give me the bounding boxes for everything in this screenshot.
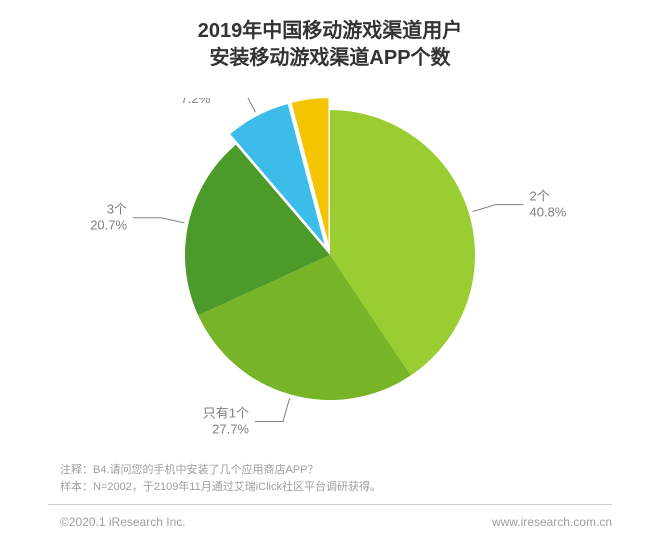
slice-label-name: 2个 (530, 189, 550, 204)
pie-chart: 2个40.8%只有1个27.7%3个20.7%5个及以上7.2%4个4.1% (0, 98, 660, 438)
leader-line (255, 398, 290, 421)
footer-url: www.iresearch.com.cn (492, 515, 612, 529)
slice-label-name: 只有1个 (203, 405, 249, 420)
note-line-1: 注释：B4.请问您的手机中安装了几个应用商店APP？ (60, 462, 381, 479)
leader-line (473, 205, 524, 212)
chart-title-line2: 安装移动游戏渠道APP个数 (209, 47, 450, 69)
chart-notes: 注释：B4.请问您的手机中安装了几个应用商店APP？ 样本：N=2002，于21… (60, 462, 381, 495)
footer-copyright: ©2020.1 iResearch Inc. (60, 515, 186, 529)
chart-page: { "chart": { "type": "pie", "title_line1… (0, 0, 660, 547)
slice-label-pct: 7.2% (181, 98, 211, 106)
note-line-2: 样本：N=2002，于2109年11月通过艾瑞iClick社区平台调研获得。 (60, 479, 381, 496)
slice-label-pct: 20.7% (90, 218, 127, 233)
leader-line (216, 98, 255, 112)
slice-label-pct: 27.7% (212, 421, 249, 436)
pie-area: 2个40.8%只有1个27.7%3个20.7%5个及以上7.2%4个4.1% (0, 98, 660, 428)
chart-footer: ©2020.1 iResearch Inc. www.iresearch.com… (60, 515, 612, 529)
chart-title-line1: 2019年中国移动游戏渠道用户 (198, 20, 463, 42)
slice-label-name: 3个 (107, 202, 127, 217)
slice-label-pct: 40.8% (530, 205, 567, 220)
chart-title: 2019年中国移动游戏渠道用户 安装移动游戏渠道APP个数 (0, 18, 660, 72)
leader-line (133, 218, 184, 223)
footer-divider (48, 504, 612, 505)
